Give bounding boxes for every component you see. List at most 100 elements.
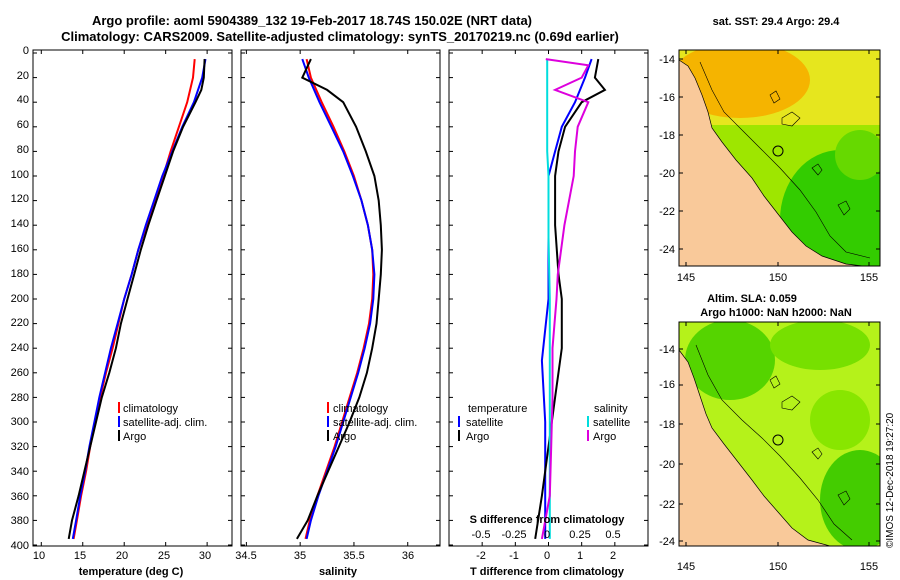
series-line-temperature-argo	[534, 58, 607, 540]
legend-label-argo: Argo	[123, 431, 146, 443]
depth-tick-180: 180	[11, 268, 29, 280]
sst-lat-label-20: -20	[659, 168, 675, 180]
legend-title-salinity: salinity	[594, 403, 628, 415]
sla-lon-label-155: 155	[860, 561, 878, 573]
salinity-tick-label-35-5: 35.5	[343, 550, 364, 562]
depth-tick-140: 140	[11, 218, 29, 230]
salinity-tick-label-34-5: 34.5	[235, 550, 256, 562]
sla-lat-label-16: -16	[659, 379, 675, 391]
sla-lat-label-22: -22	[659, 499, 675, 511]
legend-label-s-satellite: satellite	[593, 417, 630, 429]
s-diff-tick-label-m0-25: -0.25	[501, 529, 526, 541]
legend-label-argo: Argo	[333, 431, 356, 443]
depth-tick-280: 280	[11, 392, 29, 404]
temperature-tick-label-20: 20	[116, 550, 128, 562]
sst-lon-label-155: 155	[860, 272, 878, 284]
depth-tick-60: 60	[17, 119, 29, 131]
depth-tick-260: 260	[11, 367, 29, 379]
sst-lat-label-16: -16	[659, 92, 675, 104]
sst-cool-patch-2	[835, 130, 880, 180]
series-line-satellite-adj-clim	[301, 58, 376, 540]
temperature-panel: 10 15 20 25 30 temperature (deg C) clima…	[32, 49, 233, 578]
legend-label-t-satellite: satellite	[466, 417, 503, 429]
depth-tick-80: 80	[17, 144, 29, 156]
depth-tick-220: 220	[11, 317, 29, 329]
t-diff-tick-label-m2: -2	[476, 550, 486, 562]
sst-lat-label-18: -18	[659, 130, 675, 142]
series-line-salinity-argo	[540, 58, 590, 540]
depth-tick-120: 120	[11, 193, 29, 205]
legend-label-satellite-adj: satellite-adj. clim.	[333, 417, 417, 429]
sst-map-tick-marks	[679, 50, 880, 266]
temperature-tick-label-15: 15	[74, 550, 86, 562]
s-difference-axis-label: S difference from climatology	[470, 514, 626, 526]
sla-map-image	[679, 322, 880, 546]
sla-lat-label-14: -14	[659, 344, 675, 356]
sla-map-title-2: Argo h1000: NaN h2000: NaN	[700, 307, 852, 319]
s-diff-tick-label-0-5: 0.5	[605, 529, 620, 541]
salinity-tick-marks	[241, 50, 440, 546]
s-diff-tick-label-0-25: 0.25	[569, 529, 590, 541]
sst-map-title: sat. SST: 29.4 Argo: 29.4	[713, 16, 841, 28]
depth-tick-240: 240	[11, 342, 29, 354]
s-diff-tick-label-0: 0	[544, 529, 550, 541]
t-difference-axis-label: T difference from climatology	[470, 566, 625, 578]
sst-lon-label-150: 150	[769, 272, 787, 284]
t-diff-tick-label-1: 1	[577, 550, 583, 562]
sla-reef-islands	[769, 375, 851, 506]
salinity-tick-label-35: 35	[294, 550, 306, 562]
imos-credit: ©IMOS 12-Dec-2018 19:27:20	[885, 412, 896, 548]
legend-label-satellite-adj: satellite-adj. clim.	[123, 417, 207, 429]
sst-map-panel: sat. SST: 29.4 Argo: 29.4 -14 -16 -18 -2…	[659, 16, 881, 284]
temperature-tick-label-30: 30	[199, 550, 211, 562]
legend-label-climatology: climatology	[123, 403, 179, 415]
depth-tick-200: 200	[11, 293, 29, 305]
sla-lon-label-145: 145	[677, 561, 695, 573]
sst-lat-label-22: -22	[659, 206, 675, 218]
salinity-series	[296, 58, 383, 540]
series-line-climatology	[72, 59, 196, 540]
difference-panel: S difference from climatology -0.5 -0.25…	[448, 49, 649, 578]
difference-series	[534, 58, 607, 540]
temperature-plot-frame	[32, 49, 233, 547]
sst-map-image	[679, 50, 880, 266]
sst-lon-label-145: 145	[677, 272, 695, 284]
figure-title-line2: Climatology: CARS2009. Satellite-adjuste…	[61, 29, 619, 44]
series-line-climatology	[304, 58, 375, 540]
legend-title-temperature: temperature	[468, 403, 527, 415]
sla-lat-label-20: -20	[659, 459, 675, 471]
legend-label-climatology: climatology	[333, 403, 389, 415]
sla-lat-label-18: -18	[659, 419, 675, 431]
depth-tick-360: 360	[11, 491, 29, 503]
t-diff-tick-label-2: 2	[610, 550, 616, 562]
depth-tick-160: 160	[11, 243, 29, 255]
temperature-tick-label-25: 25	[158, 550, 170, 562]
sla-map-tick-marks	[679, 322, 880, 546]
legend-label-t-argo: Argo	[466, 431, 489, 443]
sst-lat-label-14: -14	[659, 54, 675, 66]
depth-axis-labels: 0 20 40 60 80 100 120 140 160 180 200 22…	[11, 45, 29, 552]
sst-reef-outline	[699, 61, 871, 259]
sla-reef-outline	[695, 344, 853, 541]
series-line-argo	[296, 58, 383, 540]
sla-green-patch-3	[820, 450, 880, 546]
sst-cool-patch	[780, 150, 880, 266]
temperature-legend: climatology satellite-adj. clim. Argo	[118, 402, 207, 443]
sla-map-panel: Altim. SLA: 0.059 Argo h1000: NaN h2000:…	[659, 293, 881, 573]
difference-tick-marks	[449, 50, 648, 546]
temperature-tick-marks	[33, 50, 232, 546]
figure-title-line1: Argo profile: aoml 5904389_132 19-Feb-20…	[92, 13, 532, 28]
salinity-plot-frame	[240, 49, 441, 547]
salinity-tick-label-36: 36	[402, 550, 414, 562]
depth-tick-380: 380	[11, 515, 29, 527]
t-diff-tick-label-m1: -1	[509, 550, 519, 562]
depth-tick-0: 0	[23, 45, 29, 57]
depth-tick-320: 320	[11, 441, 29, 453]
sla-green-patch-1	[685, 322, 775, 400]
depth-tick-100: 100	[11, 169, 29, 181]
t-diff-tick-label-0: 0	[544, 550, 550, 562]
depth-tick-40: 40	[17, 94, 29, 106]
legend-label-s-argo: Argo	[593, 431, 616, 443]
salinity-axis-label: salinity	[319, 566, 358, 578]
